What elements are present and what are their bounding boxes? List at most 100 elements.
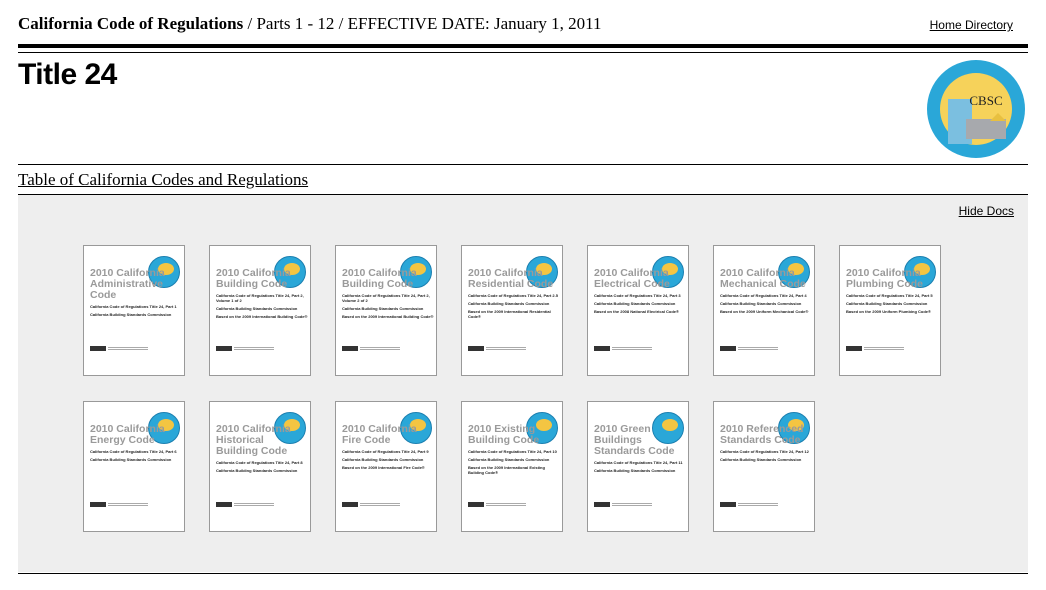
book-subtitle: California Building Standards Commission	[594, 468, 676, 473]
book-cover[interactable]: 2010 California Residential Code Californ…	[461, 245, 563, 376]
publisher-logo	[594, 502, 610, 507]
book-cover[interactable]: 2010 Referenced Standards Code California…	[713, 401, 815, 532]
book-cover[interactable]: 2010 Green Buildings Standards Code Calif…	[587, 401, 689, 532]
publisher-logo	[720, 346, 736, 351]
docs-panel: Hide Docs 2010 California Administrative…	[18, 195, 1028, 572]
book-title: 2010 California Building Code	[342, 267, 417, 290]
book-title: 2010 California Energy Code	[90, 423, 165, 446]
cbsc-seal-logo: CBSC	[927, 60, 1025, 158]
book-cover[interactable]: 2010 Existing Building Code California Co…	[461, 401, 563, 532]
book-title: 2010 Referenced Standards Code	[720, 423, 804, 446]
book-cover[interactable]: 2010 California Historical Building Code…	[209, 401, 311, 532]
book-subtitle: California Building Standards Commission	[342, 457, 424, 462]
site-title: California Code of Regulations	[18, 14, 244, 33]
book-subtitle: California Code of Regulations Title 24,…	[216, 460, 303, 465]
publisher-logo	[90, 346, 106, 351]
publisher-info	[738, 347, 778, 351]
publisher-info	[108, 503, 148, 507]
publisher-info	[612, 347, 652, 351]
cbsc-seal-icon	[148, 256, 180, 288]
publisher-info	[360, 503, 400, 507]
publisher-info	[234, 347, 274, 351]
book-subtitle: Based on the 2009 International Building…	[216, 314, 308, 319]
divider	[18, 164, 1028, 165]
book-subtitle: California Building Standards Commission	[468, 301, 550, 306]
cbsc-seal-icon	[526, 256, 558, 288]
header-title: California Code of Regulations / Parts 1…	[18, 14, 601, 34]
book-title: 2010 California Building Code	[216, 267, 291, 290]
publisher-logo	[846, 346, 862, 351]
publisher-logo	[468, 346, 484, 351]
publisher-logo	[342, 502, 358, 507]
cbsc-seal-icon	[778, 412, 810, 444]
hide-docs-link[interactable]: Hide Docs	[958, 204, 1014, 218]
book-subtitle: California Code of Regulations Title 24,…	[468, 293, 558, 298]
book-subtitle: California Code of Regulations Title 24,…	[342, 293, 430, 303]
cbsc-seal-icon	[778, 256, 810, 288]
divider	[18, 194, 1028, 195]
book-title: 2010 California Historical Building Code	[216, 423, 291, 457]
book-subtitle: California Code of Regulations Title 24,…	[846, 293, 933, 298]
divider	[18, 52, 1028, 53]
cbsc-seal-icon	[274, 256, 306, 288]
publisher-info	[360, 347, 400, 351]
book-cover[interactable]: 2010 California Electrical Code Californi…	[587, 245, 689, 376]
publisher-info	[486, 503, 526, 507]
publisher-logo	[720, 502, 736, 507]
cbsc-seal-icon	[904, 256, 936, 288]
publisher-info	[486, 347, 526, 351]
book-subtitle: Based on the 2009 Uniform Mechanical Cod…	[720, 309, 809, 314]
publisher-info	[864, 347, 904, 351]
publisher-logo	[468, 502, 484, 507]
book-title: 2010 Green Buildings Standards Code	[594, 423, 675, 457]
divider	[18, 573, 1028, 574]
book-title: 2010 California Electrical Code	[594, 267, 670, 290]
book-subtitle: Based on the 2009 International Resident…	[468, 309, 551, 319]
book-subtitle: California Code of Regulations Title 24,…	[90, 449, 177, 454]
cbsc-seal-icon	[400, 412, 432, 444]
book-cover[interactable]: 2010 California Mechanical Code Californi…	[713, 245, 815, 376]
book-subtitle: California Code of Regulations Title 24,…	[720, 293, 807, 298]
book-subtitle: California Building Standards Commission	[216, 468, 298, 473]
publisher-info	[612, 503, 652, 507]
publisher-info	[234, 503, 274, 507]
book-cover[interactable]: 2010 California Building Code California …	[335, 245, 437, 376]
table-of-codes-link[interactable]: Table of California Codes and Regulation…	[18, 170, 309, 189]
book-subtitle: California Building Standards Commission	[594, 301, 676, 306]
publisher-info	[108, 347, 148, 351]
book-title: 2010 California Residential Code	[468, 267, 554, 290]
publisher-logo	[594, 346, 610, 351]
book-subtitle: California Code of Regulations Title 24,…	[342, 449, 429, 454]
book-subtitle: California Code of Regulations Title 24,…	[216, 293, 304, 303]
book-subtitle: California Code of Regulations Title 24,…	[594, 293, 681, 298]
book-subtitle: Based on the 2009 International Fire Cod…	[342, 465, 425, 470]
publisher-logo	[216, 346, 232, 351]
cbsc-seal-icon	[274, 412, 306, 444]
book-cover[interactable]: 2010 California Administrative Code Calif…	[83, 245, 185, 376]
cbsc-seal-icon	[652, 256, 684, 288]
book-subtitle: California Code of Regulations Title 24,…	[720, 449, 809, 454]
publisher-logo	[90, 502, 106, 507]
cbsc-seal-icon	[148, 412, 180, 444]
book-cover[interactable]: 2010 California Plumbing Code California …	[839, 245, 941, 376]
book-title: 2010 California Mechanical Code	[720, 267, 806, 290]
book-subtitle: California Building Standards Commission	[342, 306, 424, 311]
book-subtitle: California Building Standards Commission	[90, 312, 172, 317]
book-cover[interactable]: 2010 California Energy Code California Co…	[83, 401, 185, 532]
book-subtitle: California Code of Regulations Title 24,…	[468, 449, 557, 454]
divider	[18, 44, 1028, 48]
publisher-info	[738, 503, 778, 507]
book-subtitle: Based on the 2009 International Existing…	[468, 465, 545, 475]
home-directory-link[interactable]: Home Directory	[929, 18, 1013, 32]
cbsc-seal-icon	[526, 412, 558, 444]
book-subtitle: Based on the 2009 Uniform Plumbing Code®	[846, 309, 931, 314]
cbsc-seal-icon	[652, 412, 684, 444]
book-cover[interactable]: 2010 California Fire Code California Code…	[335, 401, 437, 532]
book-cover[interactable]: 2010 California Building Code California …	[209, 245, 311, 376]
publisher-logo	[216, 502, 232, 507]
book-subtitle: California Building Standards Commission	[720, 457, 802, 462]
book-subtitle: Based on the 2009 International Building…	[342, 314, 434, 319]
book-subtitle: California Building Standards Commission	[846, 301, 928, 306]
book-subtitle: California Building Standards Commission	[90, 457, 172, 462]
book-subtitle: California Building Standards Commission	[216, 306, 298, 311]
